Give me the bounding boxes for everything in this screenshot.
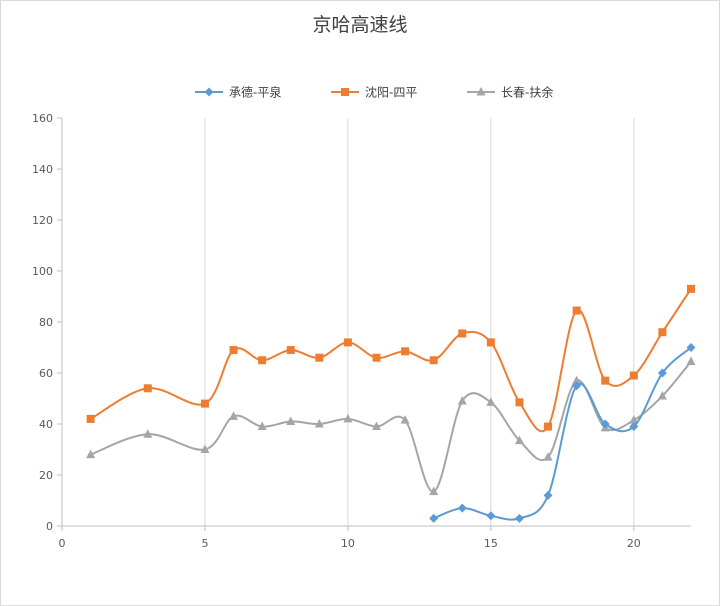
series-layer bbox=[86, 284, 696, 523]
data-point bbox=[515, 398, 524, 407]
data-point bbox=[572, 381, 582, 391]
data-point bbox=[486, 397, 496, 406]
data-point bbox=[572, 375, 582, 385]
data-point bbox=[343, 338, 352, 347]
data-point bbox=[686, 343, 696, 352]
data-point bbox=[543, 452, 553, 461]
series-line bbox=[90, 360, 692, 493]
data-point bbox=[429, 486, 439, 496]
data-point bbox=[543, 490, 553, 500]
data-point bbox=[400, 415, 410, 424]
data-point bbox=[601, 376, 610, 385]
data-point bbox=[343, 413, 353, 423]
chart-title: 京哈高速线 bbox=[312, 14, 408, 36]
axes: 0 20 40 60 80 100 120 140 160 0 5 10 15 20 bbox=[32, 112, 691, 550]
data-point bbox=[258, 356, 267, 365]
data-point bbox=[143, 384, 152, 393]
data-point bbox=[315, 353, 324, 362]
legend-label: 承德-平泉 bbox=[229, 85, 281, 100]
gridlines bbox=[204, 118, 635, 526]
data-point bbox=[229, 411, 239, 420]
legend-item-2: 沈阳-四平 bbox=[331, 85, 417, 100]
y-tick-label: 100 bbox=[32, 265, 53, 278]
x-tick-label: 20 bbox=[627, 537, 641, 550]
series-line bbox=[90, 288, 692, 433]
data-point bbox=[457, 503, 467, 513]
legend-item-1: 承德-平泉 bbox=[195, 85, 281, 100]
series-line bbox=[433, 346, 692, 521]
data-point bbox=[629, 422, 639, 432]
data-point bbox=[372, 353, 381, 362]
data-point bbox=[314, 419, 324, 428]
legend: 承德-平泉 沈阳-四平 长春-扶余 bbox=[195, 85, 553, 100]
data-point bbox=[600, 419, 610, 429]
x-tick-label: 5 bbox=[201, 537, 208, 550]
data-point bbox=[429, 356, 438, 365]
series-1 bbox=[429, 343, 696, 523]
data-point bbox=[572, 306, 581, 315]
data-point bbox=[514, 513, 524, 523]
data-point bbox=[401, 347, 410, 356]
legend-marker bbox=[341, 88, 349, 96]
data-point bbox=[286, 346, 295, 355]
series-2 bbox=[86, 284, 695, 433]
x-tick-label: 0 bbox=[59, 537, 66, 550]
data-point bbox=[229, 346, 238, 355]
y-tick-label: 160 bbox=[32, 112, 53, 125]
data-point bbox=[657, 368, 667, 378]
data-point bbox=[658, 328, 667, 337]
legend-item-3: 长春-扶余 bbox=[467, 85, 553, 100]
y-tick-label: 20 bbox=[39, 469, 53, 482]
y-tick-label: 40 bbox=[39, 418, 53, 431]
data-point bbox=[86, 414, 95, 423]
y-tick-label: 60 bbox=[39, 367, 53, 380]
legend-marker bbox=[476, 87, 486, 96]
y-tick-label: 140 bbox=[32, 163, 53, 176]
data-point bbox=[457, 396, 467, 405]
data-point bbox=[143, 429, 153, 438]
data-point bbox=[629, 415, 639, 424]
data-point bbox=[458, 329, 467, 338]
data-point bbox=[629, 371, 638, 380]
x-tick-label: 15 bbox=[484, 537, 498, 550]
data-point bbox=[286, 416, 296, 425]
data-point bbox=[372, 421, 381, 431]
data-point bbox=[486, 338, 495, 347]
data-point bbox=[257, 421, 267, 431]
legend-label: 沈阳-四平 bbox=[365, 85, 417, 100]
x-tick-label: 10 bbox=[341, 537, 355, 550]
data-point bbox=[544, 422, 553, 431]
series-3 bbox=[86, 356, 696, 496]
data-point bbox=[486, 511, 496, 521]
legend-label: 长春-扶余 bbox=[501, 85, 553, 100]
y-tick-label: 0 bbox=[46, 520, 53, 533]
y-tick-label: 80 bbox=[39, 316, 53, 329]
y-tick-label: 120 bbox=[32, 214, 53, 227]
data-point bbox=[86, 449, 96, 459]
data-point bbox=[687, 284, 695, 293]
data-point bbox=[514, 435, 524, 445]
data-point bbox=[200, 444, 210, 453]
data-point bbox=[200, 399, 209, 408]
legend-marker bbox=[204, 87, 214, 97]
data-point bbox=[686, 356, 696, 366]
data-point bbox=[429, 513, 439, 523]
data-point bbox=[657, 390, 667, 400]
